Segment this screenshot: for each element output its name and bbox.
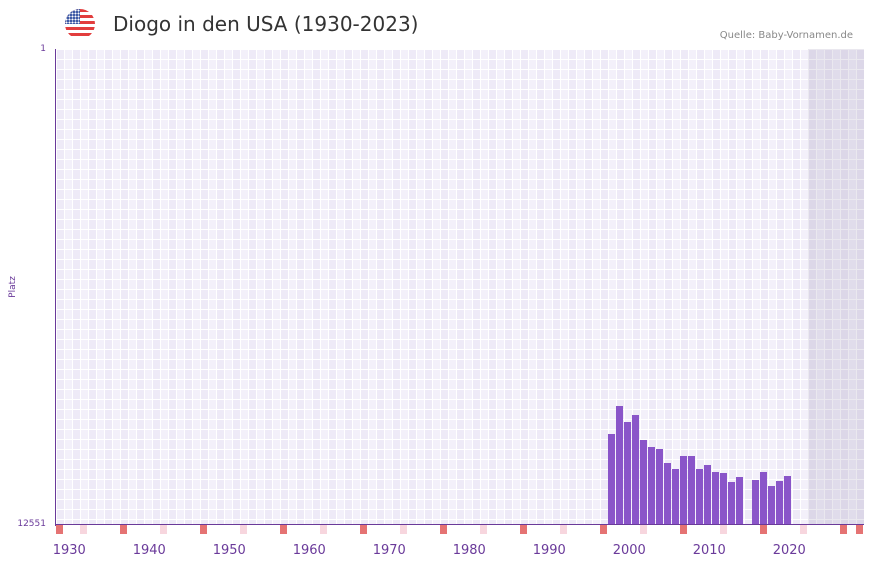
bar-2013 — [720, 473, 727, 525]
x-tick-2020: 2020 — [772, 543, 806, 558]
decade-marker — [600, 525, 607, 534]
x-tick-2000: 2000 — [612, 543, 646, 558]
x-tick-1990: 1990 — [532, 543, 566, 558]
bar-2002 — [632, 415, 639, 525]
bar-2012 — [712, 472, 719, 525]
y-tick-bottom: 12551 — [17, 519, 46, 529]
half-decade-marker — [800, 525, 807, 534]
bar-2008 — [680, 455, 687, 525]
bar-2015 — [736, 477, 743, 525]
half-decade-marker — [240, 525, 247, 534]
bar-2014 — [728, 482, 735, 525]
future-shaded-region — [808, 49, 864, 525]
bar-2017 — [752, 480, 759, 525]
bar-2009 — [688, 455, 695, 525]
y-axis-label: Platz — [8, 276, 18, 298]
bar-2011 — [704, 465, 711, 525]
bar-2003 — [640, 440, 647, 525]
chart-title: Diogo in den USA (1930-2023) — [113, 12, 419, 36]
decade-marker — [280, 525, 287, 534]
decade-marker — [360, 525, 367, 534]
bar-2021 — [784, 476, 791, 525]
decade-marker — [200, 525, 207, 534]
half-decade-marker — [640, 525, 647, 534]
x-tick-1930: 1930 — [52, 543, 86, 558]
decade-marker — [856, 525, 863, 534]
bar-2001 — [624, 422, 631, 525]
decade-marker — [520, 525, 527, 534]
bar-2019 — [768, 486, 775, 525]
bar-2006 — [664, 463, 671, 525]
decade-marker — [440, 525, 447, 534]
half-decade-marker — [160, 525, 167, 534]
year-marker-row — [56, 525, 864, 534]
bar-1999 — [608, 433, 615, 525]
x-tick-1960: 1960 — [292, 543, 326, 558]
y-axis — [55, 49, 56, 526]
plot-area — [56, 49, 864, 525]
bar-2018 — [760, 472, 767, 525]
bar-2010 — [696, 469, 703, 525]
decade-marker — [760, 525, 767, 534]
bar-2020 — [776, 481, 783, 525]
x-axis — [55, 524, 864, 525]
bar-2004 — [648, 447, 655, 525]
x-tick-1940: 1940 — [132, 543, 166, 558]
x-tick-1980: 1980 — [452, 543, 486, 558]
y-tick-top: 1 — [40, 44, 46, 54]
x-tick-1970: 1970 — [372, 543, 406, 558]
x-tick-1950: 1950 — [212, 543, 246, 558]
decade-marker — [680, 525, 687, 534]
bar-2000 — [616, 406, 623, 525]
decade-marker — [840, 525, 847, 534]
half-decade-marker — [320, 525, 327, 534]
decade-marker — [120, 525, 127, 534]
us-flag-icon — [65, 9, 95, 39]
decade-marker — [56, 525, 63, 534]
half-decade-marker — [480, 525, 487, 534]
half-decade-marker — [400, 525, 407, 534]
half-decade-marker — [720, 525, 727, 534]
half-decade-marker — [80, 525, 87, 534]
bar-2007 — [672, 469, 679, 525]
bar-2005 — [656, 449, 663, 525]
source-label: Quelle: Baby-Vornamen.de — [719, 30, 853, 41]
half-decade-marker — [560, 525, 567, 534]
bar-series — [56, 49, 864, 525]
x-tick-2010: 2010 — [692, 543, 726, 558]
